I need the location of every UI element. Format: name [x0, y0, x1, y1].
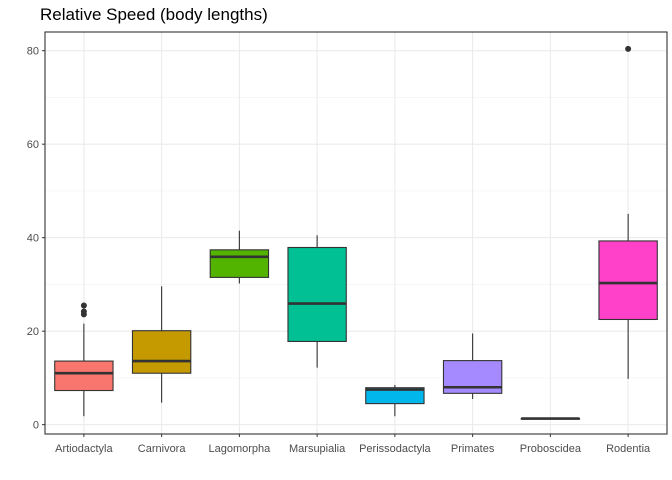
- x-tick-label: Perissodactyla: [359, 443, 431, 455]
- box-lagomorpha: [209, 249, 270, 278]
- x-tick-label: Marsupialia: [289, 443, 346, 455]
- x-tick-label: Carnivora: [138, 443, 187, 455]
- x-tick-label: Rodentia: [606, 443, 651, 455]
- y-tick-label: 60: [27, 139, 39, 151]
- box-perissodactyla: [365, 387, 425, 405]
- outlier-point: [80, 302, 87, 309]
- box-artiodactyla: [54, 360, 114, 392]
- y-tick-label: 80: [27, 46, 39, 58]
- chart-title: Relative Speed (body lengths): [40, 5, 268, 24]
- y-tick-label: 40: [27, 233, 39, 245]
- y-tick-label: 0: [33, 420, 39, 432]
- x-tick-label: Artiodactyla: [55, 443, 113, 455]
- outlier-point: [625, 45, 632, 52]
- x-tick-label: Primates: [451, 443, 495, 455]
- y-tick-label: 20: [27, 326, 39, 338]
- box-marsupialia: [287, 246, 347, 342]
- outlier-point: [80, 308, 87, 315]
- box-rodentia: [598, 240, 658, 321]
- x-tick-label: Lagomorpha: [208, 443, 271, 455]
- x-tick-label: Proboscidea: [520, 443, 582, 455]
- panel-border: [44, 31, 668, 435]
- box-carnivora: [131, 330, 192, 374]
